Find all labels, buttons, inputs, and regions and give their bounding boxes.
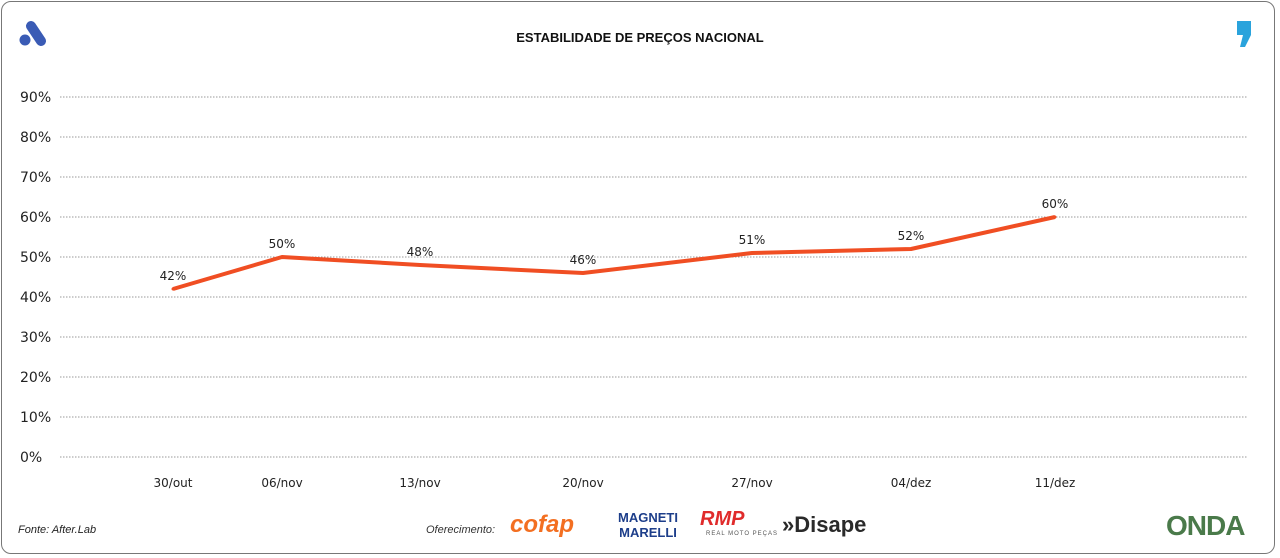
onda-logo: ONDA: [1166, 510, 1245, 541]
y-tick-label: 30%: [20, 330, 51, 346]
y-tick-label: 80%: [20, 130, 51, 146]
data-point: [581, 271, 585, 275]
data-label: 42%: [160, 269, 187, 283]
line-chart: 0% 10% 20% 30% 40% 50% 60% 70% 80% 90% 30/out 06/no…: [20, 90, 1247, 490]
data-point: [909, 247, 913, 251]
y-tick-label: 0%: [20, 450, 42, 466]
disape-logo: »Disape: [782, 512, 867, 537]
source-note: Fonte: After.Lab: [18, 524, 97, 536]
x-tick-label: 30/out: [154, 476, 193, 490]
data-label: 46%: [570, 253, 597, 267]
data-label: 48%: [407, 245, 434, 259]
data-label: 51%: [739, 233, 766, 247]
data-label: 60%: [1042, 197, 1069, 211]
comma-logo-icon: [1237, 21, 1251, 47]
rmp-tagline: REAL MOTO PEÇAS: [706, 531, 779, 537]
data-label: 50%: [269, 237, 296, 251]
x-tick-label: 06/nov: [261, 476, 302, 490]
sponsor-label: Oferecimento:: [426, 524, 496, 536]
x-tick-label: 20/nov: [562, 476, 603, 490]
y-tick-label: 50%: [20, 250, 51, 266]
y-tick-label: 70%: [20, 170, 51, 186]
rmp-logo: RMP REAL MOTO PEÇAS: [700, 508, 778, 538]
magneti-marelli-logo: MAGNETI MARELLI: [618, 510, 678, 540]
x-tick-label: 13/nov: [399, 476, 440, 490]
chart-title: ESTABILIDADE DE PREÇOS NACIONAL: [516, 30, 764, 45]
cofap-logo: cofap: [510, 511, 575, 538]
data-point: [750, 251, 754, 255]
data-point: [171, 287, 175, 291]
x-tick-label: 04/dez: [891, 476, 932, 490]
series-line: [172, 215, 1056, 291]
y-tick-label: 90%: [20, 90, 51, 106]
y-tick-label: 60%: [20, 210, 51, 226]
rmp-logo-text: RMP: [700, 508, 745, 530]
x-tick-label: 11/dez: [1035, 476, 1076, 490]
y-tick-label: 40%: [20, 290, 51, 306]
data-point: [418, 263, 422, 267]
y-tick-label: 20%: [20, 370, 51, 386]
x-tick-label: 27/nov: [731, 476, 772, 490]
data-label: 52%: [898, 229, 925, 243]
data-point: [1053, 215, 1057, 219]
afterlab-logo-icon: [19, 21, 46, 46]
y-tick-label: 10%: [20, 410, 51, 426]
data-point: [280, 255, 284, 259]
